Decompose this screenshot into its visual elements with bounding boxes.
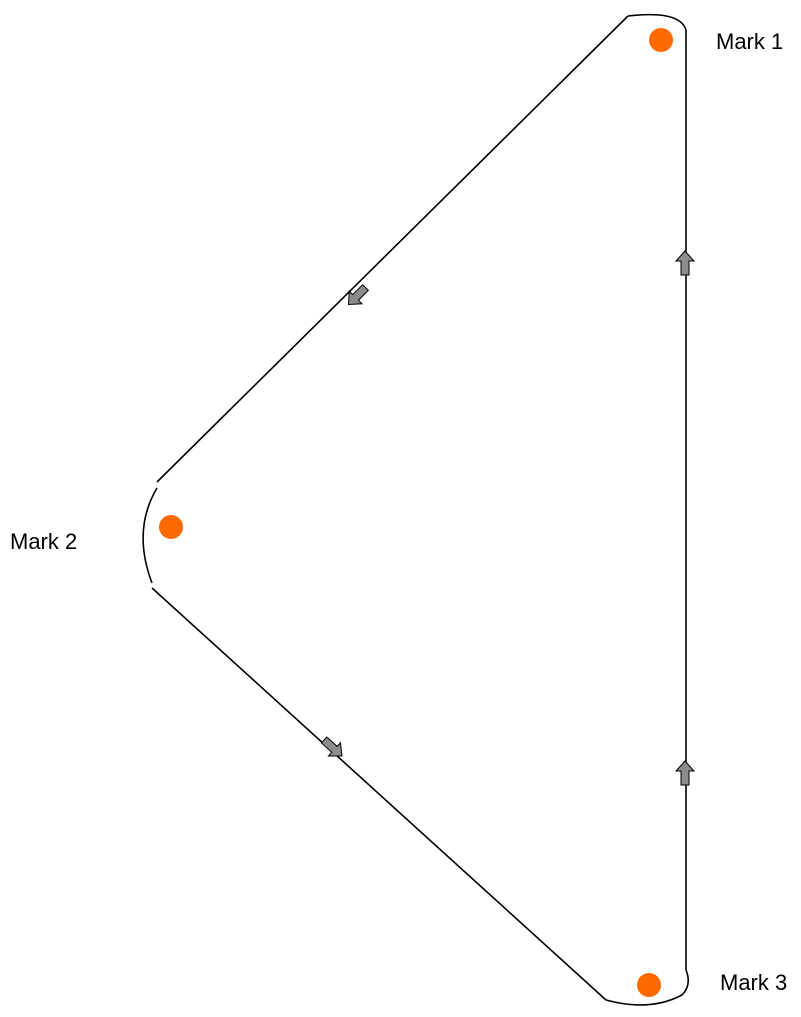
arrow-down-right [320, 736, 343, 757]
leg-2-3 [151, 587, 607, 1001]
mark-3-buoy [637, 973, 661, 997]
mark-label: Mark 3 [720, 970, 787, 995]
mark-label: Mark 1 [716, 29, 783, 54]
arrow-up-upper [674, 250, 696, 276]
rounding-mark-3 [605, 969, 690, 1006]
mark-1-buoy [649, 28, 673, 52]
rounding-mark-1 [627, 13, 687, 31]
mark-2-buoy [159, 515, 183, 539]
arrow-up-lower [674, 760, 696, 786]
arrow-down-left [347, 283, 370, 306]
rounding-mark-2 [142, 487, 158, 584]
leg-1-2 [156, 15, 629, 483]
mark-label: Mark 2 [10, 529, 77, 554]
